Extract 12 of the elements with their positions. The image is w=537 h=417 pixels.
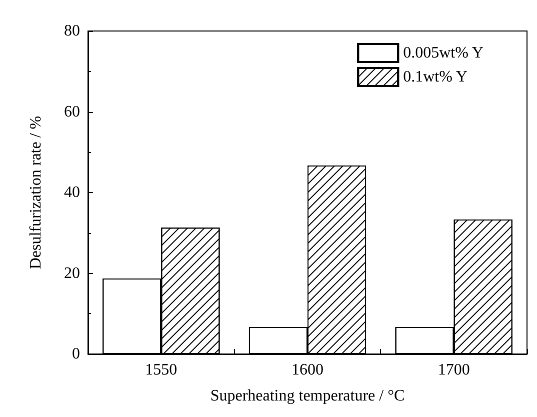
y-tick-label: 80 bbox=[64, 22, 80, 40]
legend-label: 0.1wt% Y bbox=[403, 68, 468, 86]
y-tick-label: 60 bbox=[64, 103, 80, 120]
x-tick-label: 1600 bbox=[292, 362, 324, 378]
y-tick-label: 0 bbox=[72, 346, 80, 362]
x-tick-label: 1550 bbox=[145, 362, 178, 378]
y-tick-label: 40 bbox=[64, 184, 80, 201]
legend-label: 0.005wt% Y bbox=[403, 44, 484, 62]
x-tick-label: 1700 bbox=[438, 362, 470, 378]
y-axis-title: Desulfurization rate / % bbox=[28, 116, 44, 270]
x-axis-title: Superheating temperature / °C bbox=[210, 388, 405, 404]
y-tick-label: 20 bbox=[64, 264, 80, 282]
